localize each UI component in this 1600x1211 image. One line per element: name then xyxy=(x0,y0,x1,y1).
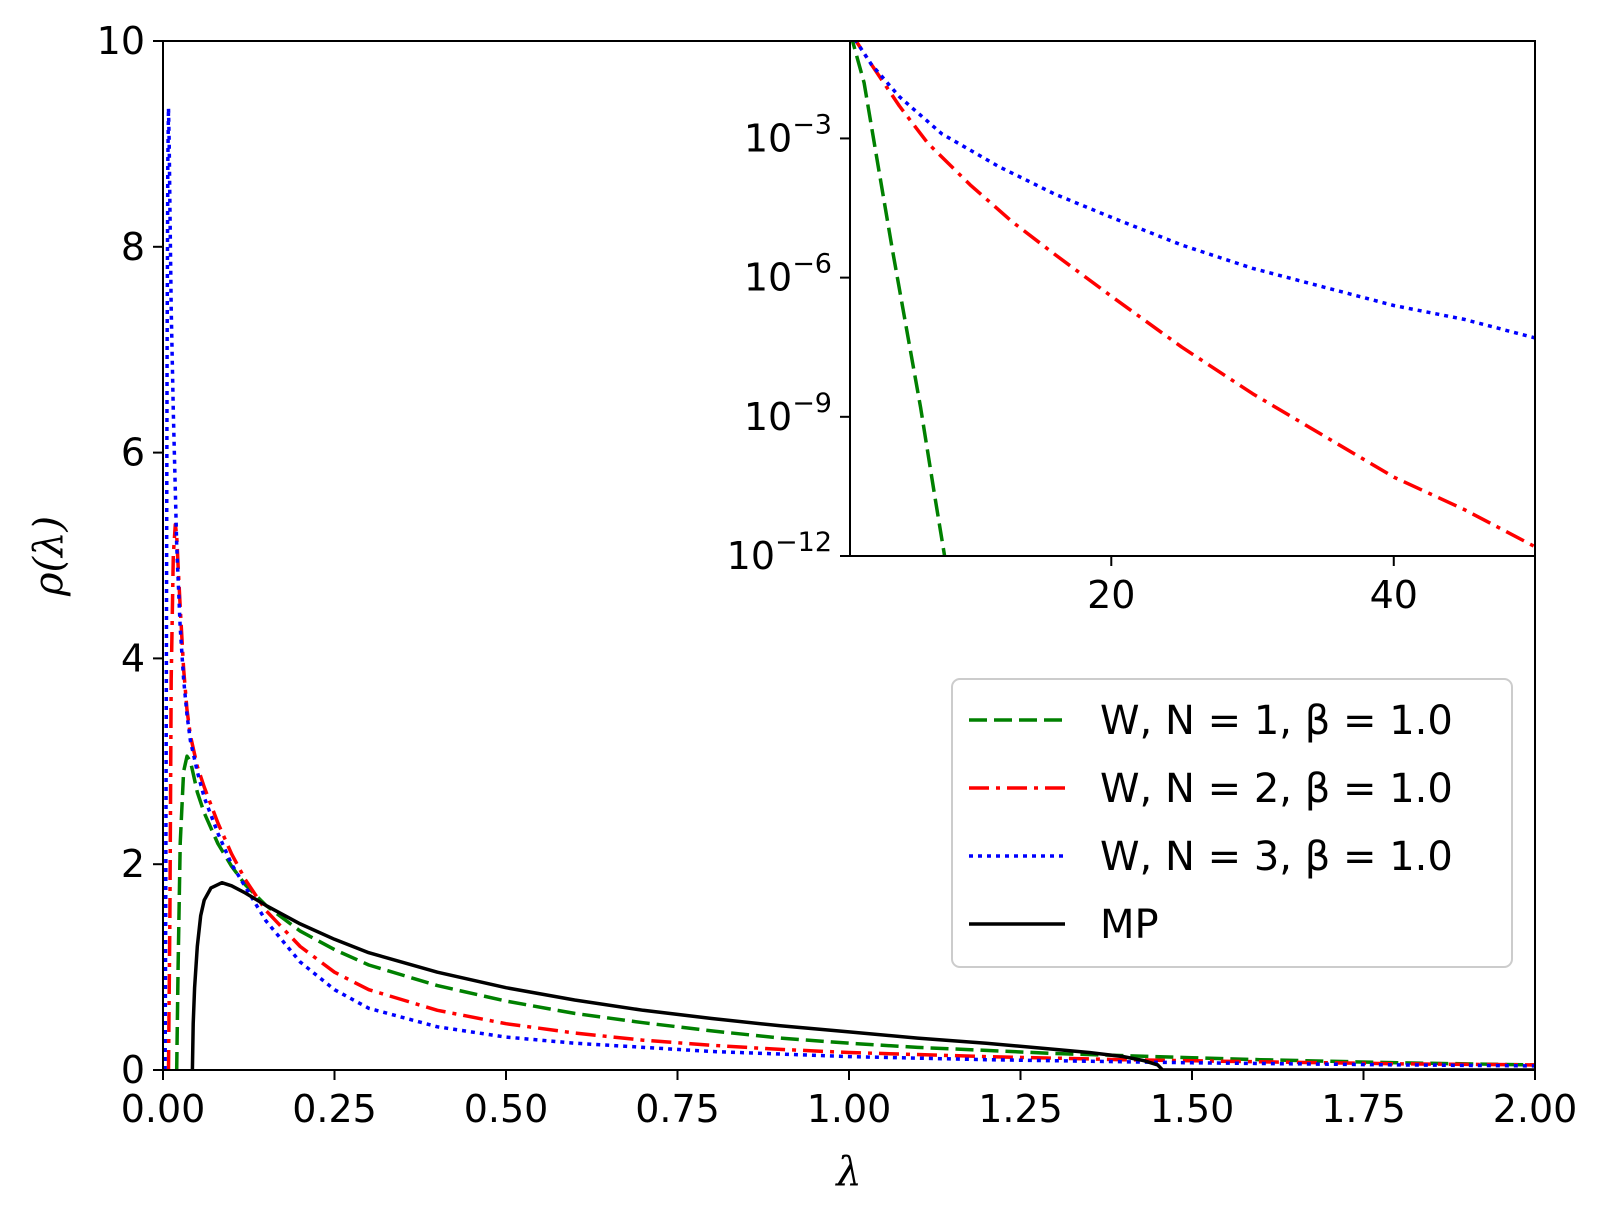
x-tick-label: 0.25 xyxy=(292,1087,377,1131)
inset-y-tick-label: 10−3 xyxy=(744,109,832,160)
y-tick-label: 8 xyxy=(121,225,145,269)
x-tick-label: 2.00 xyxy=(1493,1087,1578,1131)
inset-background xyxy=(850,41,1535,556)
legend-label-n3: W, N = 3, β = 1.0 xyxy=(1100,834,1453,880)
series-line-mp xyxy=(190,880,1535,1070)
series-line-n2 xyxy=(166,522,1535,1070)
inset-plot-frame xyxy=(849,40,1536,557)
legend: W, N = 1, β = 1.0 W, N = 2, β = 1.0 W, N =… xyxy=(951,678,1513,968)
inset-ticks: 20 40 10−3 10−6 10−9 10−12 xyxy=(727,109,1418,617)
x-tick-label: 1.50 xyxy=(1150,1087,1235,1131)
y-tick-label: 2 xyxy=(121,842,145,886)
y-tick-label: 10 xyxy=(97,19,145,63)
inset-y-tick-label: 10−9 xyxy=(744,388,832,439)
inset-series-line-n2 xyxy=(853,41,1535,549)
x-tick-label: 0.75 xyxy=(635,1087,720,1131)
inset-y-tick-label: 10−12 xyxy=(727,527,832,578)
x-tick-label: 0.50 xyxy=(464,1087,549,1131)
inset-x-tick-label: 20 xyxy=(1087,573,1135,617)
main-ticks: 0.00 0.25 0.50 0.75 1.00 1.25 1.50 1.75 2.00 0 2 4 6… xyxy=(97,19,1578,1131)
inset-plot-lines xyxy=(850,41,1535,556)
series-line-n3 xyxy=(163,106,1535,1070)
y-tick-label: 4 xyxy=(121,636,145,680)
legend-label-mp: MP xyxy=(1100,902,1159,948)
x-tick-label: 1.25 xyxy=(978,1087,1063,1131)
legend-box xyxy=(951,678,1513,968)
inset-series-line-n1 xyxy=(850,41,947,556)
x-tick-label: 1.75 xyxy=(1321,1087,1406,1131)
x-tick-label: 0.00 xyxy=(121,1087,206,1131)
y-tick-label: 0 xyxy=(121,1048,145,1092)
x-axis-label: λ xyxy=(834,1149,861,1195)
inset-series-line-n3 xyxy=(853,41,1535,340)
series-line-n1 xyxy=(174,754,1535,1070)
y-tick-label: 6 xyxy=(121,431,145,475)
legend-label-n2: W, N = 2, β = 1.0 xyxy=(1100,766,1453,812)
x-tick-label: 1.00 xyxy=(807,1087,892,1131)
legend-entries: W, N = 1, β = 1.0 W, N = 2, β = 1.0 W, N =… xyxy=(969,698,1453,948)
y-axis-label: ρ(λ) xyxy=(26,516,72,597)
main-plot-lines xyxy=(163,106,1535,1070)
inset-x-tick-label: 40 xyxy=(1370,573,1418,617)
legend-label-n1: W, N = 1, β = 1.0 xyxy=(1100,698,1453,744)
inset-y-tick-label: 10−6 xyxy=(744,249,832,300)
